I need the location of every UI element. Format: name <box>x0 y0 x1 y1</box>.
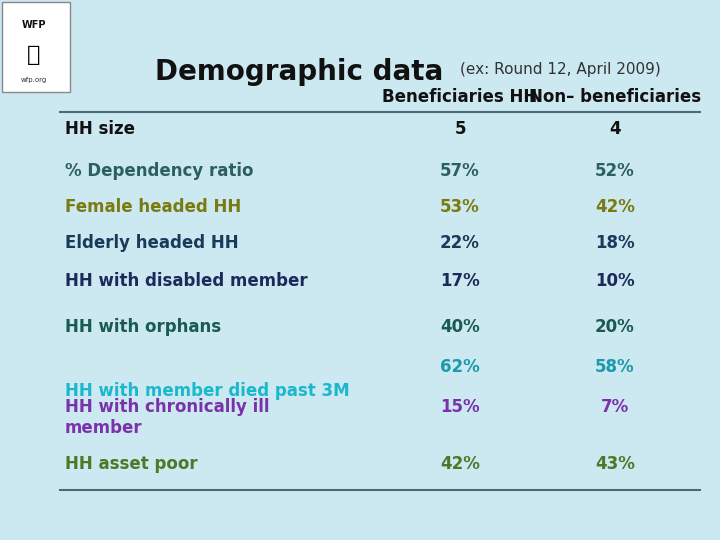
Text: HH asset poor: HH asset poor <box>65 455 197 473</box>
Text: Beneficiaries HH: Beneficiaries HH <box>382 88 538 106</box>
Text: Elderly headed HH: Elderly headed HH <box>65 234 238 252</box>
Text: 20%: 20% <box>595 318 635 336</box>
Text: 42%: 42% <box>595 198 635 216</box>
Text: (ex: Round 12, April 2009): (ex: Round 12, April 2009) <box>460 62 661 77</box>
Text: HH with member died past 3M: HH with member died past 3M <box>65 382 350 400</box>
Text: 15%: 15% <box>440 398 480 416</box>
Text: 7%: 7% <box>601 398 629 416</box>
Text: wfp.org: wfp.org <box>21 77 47 83</box>
Text: % Dependency ratio: % Dependency ratio <box>65 162 253 180</box>
Bar <box>2 2 70 92</box>
Text: WFP: WFP <box>22 20 46 30</box>
Text: 43%: 43% <box>595 455 635 473</box>
Text: HH with orphans: HH with orphans <box>65 318 221 336</box>
Text: HH with disabled member: HH with disabled member <box>65 272 307 290</box>
Text: Female headed HH: Female headed HH <box>65 198 241 216</box>
Text: Non– beneficiaries: Non– beneficiaries <box>529 88 701 106</box>
Text: 22%: 22% <box>440 234 480 252</box>
Text: 53%: 53% <box>440 198 480 216</box>
Text: 57%: 57% <box>440 162 480 180</box>
Text: 62%: 62% <box>440 358 480 376</box>
Text: HH size: HH size <box>65 120 135 138</box>
Text: 40%: 40% <box>440 318 480 336</box>
Text: 17%: 17% <box>440 272 480 290</box>
Text: 10%: 10% <box>595 272 635 290</box>
Text: 4: 4 <box>609 120 621 138</box>
Text: Demographic data: Demographic data <box>155 58 444 86</box>
Text: 18%: 18% <box>595 234 635 252</box>
Text: 58%: 58% <box>595 358 635 376</box>
Text: 52%: 52% <box>595 162 635 180</box>
Text: 🌾: 🌾 <box>27 45 41 65</box>
Text: 5: 5 <box>454 120 466 138</box>
Text: 42%: 42% <box>440 455 480 473</box>
Text: HH with chronically ill
member: HH with chronically ill member <box>65 398 269 437</box>
